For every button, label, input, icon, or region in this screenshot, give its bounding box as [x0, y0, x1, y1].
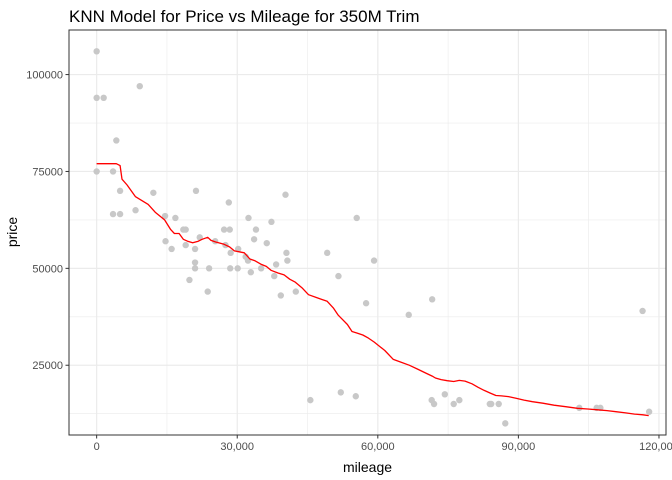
- data-point: [109, 210, 117, 218]
- data-point: [234, 265, 241, 272]
- x-axis-ticks: 0 30,000 60,000 90,000 120,000: [94, 435, 672, 453]
- data-point: [268, 218, 275, 226]
- data-point: [93, 94, 100, 102]
- plot-border: [68, 29, 667, 436]
- x-axis-title: mileage: [343, 459, 392, 475]
- data-point: [132, 207, 139, 214]
- data-point: [277, 292, 285, 299]
- data-point: [639, 307, 646, 315]
- data-point: [93, 48, 100, 55]
- y-tick-label: 50000: [32, 263, 63, 275]
- data-point: [292, 288, 300, 295]
- data-point: [226, 226, 233, 233]
- data-point: [257, 265, 265, 272]
- data-point: [136, 82, 143, 90]
- data-point: [352, 393, 359, 400]
- y-axis-ticks: 25000 50000 75000 100000: [26, 70, 69, 372]
- data-point: [450, 400, 457, 408]
- data-point: [226, 265, 234, 272]
- data-point: [362, 300, 370, 307]
- data-point: [196, 234, 203, 241]
- x-tick-label: 90,000: [502, 441, 536, 453]
- data-point: [250, 236, 258, 243]
- data-point: [495, 400, 502, 408]
- plot-panel: [69, 30, 666, 435]
- data-point: [271, 272, 278, 280]
- data-point: [204, 288, 211, 295]
- data-point: [428, 296, 436, 303]
- x-tick-label: 60,000: [361, 441, 395, 453]
- data-point: [337, 389, 344, 396]
- data-point: [150, 189, 157, 196]
- data-point: [182, 241, 189, 249]
- knn-fit-line: [96, 163, 649, 417]
- data-points: [93, 48, 653, 427]
- data-point: [168, 245, 175, 253]
- data-point: [263, 239, 270, 247]
- data-point: [456, 396, 463, 404]
- data-point: [282, 191, 289, 198]
- data-point: [405, 311, 412, 319]
- y-tick-label: 100000: [26, 70, 63, 82]
- knn-fit-path: [96, 163, 649, 417]
- data-point: [162, 238, 169, 245]
- data-point: [161, 212, 169, 220]
- data-point: [116, 187, 124, 195]
- data-point: [93, 168, 100, 175]
- data-point: [109, 168, 117, 175]
- y-axis-title: price: [4, 217, 20, 248]
- x-tick-label: 120,000: [639, 441, 672, 453]
- data-point: [191, 259, 199, 266]
- data-point: [502, 420, 509, 427]
- chart-title: KNN Model for Price vs Mileage for 350M …: [69, 7, 420, 26]
- data-point: [353, 214, 360, 222]
- data-point: [488, 400, 495, 408]
- data-point: [252, 226, 260, 233]
- data-point: [191, 265, 199, 272]
- data-point: [225, 199, 232, 206]
- data-point: [205, 265, 213, 272]
- x-tick-label: 30,000: [220, 441, 254, 453]
- data-point: [430, 400, 438, 408]
- data-point: [307, 396, 314, 404]
- y-tick-label: 25000: [32, 360, 63, 372]
- data-point: [335, 272, 342, 280]
- data-point: [441, 391, 449, 398]
- data-point: [272, 261, 280, 268]
- data-point: [245, 214, 252, 222]
- data-point: [370, 257, 378, 264]
- data-point: [645, 408, 653, 415]
- y-tick-label: 75000: [32, 166, 63, 178]
- data-point: [182, 226, 189, 233]
- data-point: [100, 94, 107, 102]
- minor-gridlines: [69, 30, 666, 435]
- data-point: [227, 249, 234, 257]
- data-point: [234, 245, 242, 253]
- data-point: [324, 249, 331, 257]
- data-point: [172, 214, 179, 222]
- data-point: [116, 210, 124, 218]
- data-point: [284, 257, 291, 264]
- data-point: [186, 276, 193, 284]
- data-point: [220, 226, 228, 233]
- x-tick-label: 0: [94, 441, 100, 453]
- data-point: [113, 137, 120, 144]
- data-point: [192, 187, 200, 195]
- data-point: [283, 249, 290, 257]
- data-point: [247, 269, 255, 276]
- data-point: [244, 257, 252, 264]
- data-point: [191, 245, 199, 253]
